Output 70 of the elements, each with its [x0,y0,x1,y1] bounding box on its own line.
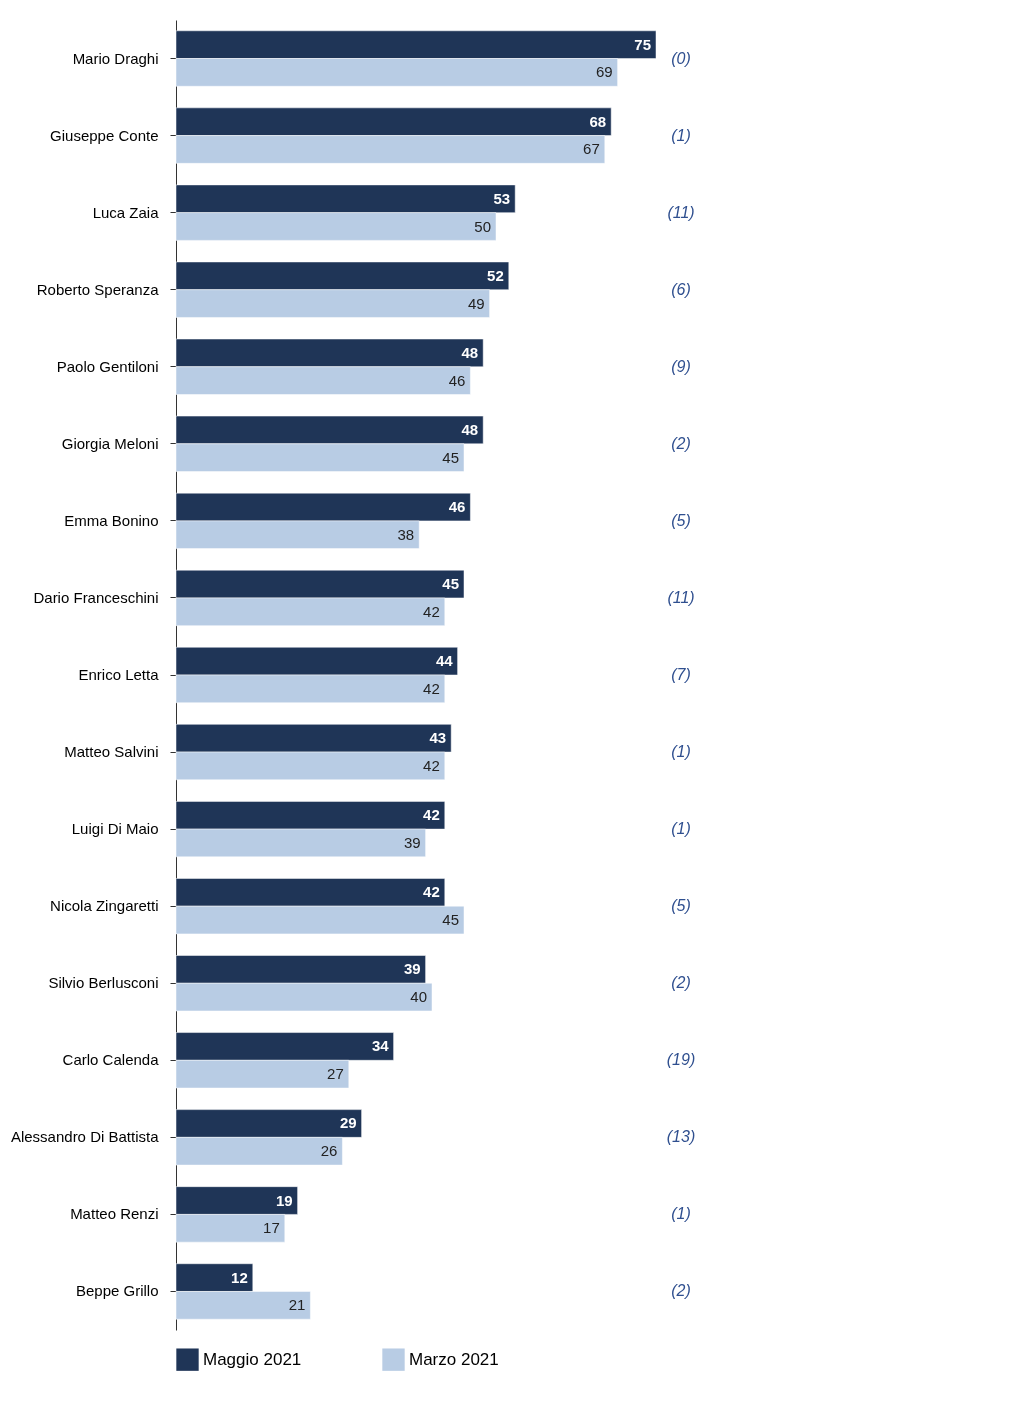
data-label: 12 [231,1268,248,1286]
data-label: 39 [403,960,421,978]
y-tick-label: Emma Bonino [64,511,159,529]
text: (11) [667,203,695,221]
data-label: 50 [474,217,491,235]
data-label: 40 [410,988,427,1006]
data-label: 45 [442,911,459,929]
data-label: 45 [442,448,459,466]
text: (1) [671,820,691,838]
text: (5) [671,897,691,915]
data-label: 69 [595,63,613,81]
data-label: 26 [320,1142,338,1160]
data-label: 68 [589,112,607,130]
data-label: 42 [423,679,440,697]
text: (6) [671,280,691,298]
y-tick-label: Luigi Di Maio [71,820,159,838]
data-label: 49 [467,294,485,312]
y-tick-label: Luca Zaia [92,203,160,221]
data-label: 48 [461,343,479,361]
legend-label: Maggio 2021 [203,1349,302,1369]
data-label: 48 [461,420,479,438]
y-tick-label: Giuseppe Conte [50,126,159,144]
text: (7) [671,666,691,683]
data-label: 44 [435,652,454,670]
data-label: 38 [397,525,415,543]
data-label: 45 [442,575,459,593]
y-tick-label: Giorgia Meloni [61,434,159,452]
data-label: 42 [423,883,440,901]
data-label: 46 [448,498,466,516]
data-label: 46 [448,371,466,389]
y-tick-label: Enrico Letta [78,666,160,683]
text: (19) [666,1051,696,1069]
data-label: 42 [423,602,440,620]
data-label: 42 [423,756,440,774]
y-tick-label: Paolo Gentiloni [56,357,159,375]
text: (9) [671,357,691,375]
text: (0) [671,49,691,67]
data-label: 19 [275,1191,293,1209]
y-tick-label: Matteo Salvini [64,743,159,761]
y-tick-label: Roberto Speranza [36,280,160,298]
y-tick-label: Silvio Berlusconi [48,974,159,992]
text: (1) [671,743,691,761]
text: (1) [671,1205,691,1223]
y-tick-label: Nicola Zingaretti [50,897,159,915]
y-tick-label: Beppe Grillo [75,1282,159,1300]
data-label: 29 [339,1114,357,1132]
text: (13) [666,1128,696,1146]
text: (5) [671,511,691,529]
data-label: 27 [327,1065,344,1083]
text: (2) [671,434,691,452]
data-label: 34 [371,1037,390,1055]
y-tick-label: Dario Franceschini [33,588,159,606]
data-label: 75 [634,35,651,53]
data-label: 42 [423,806,440,824]
y-tick-label: Mario Draghi [72,49,159,67]
data-label: 52 [487,266,504,284]
data-label: 43 [429,729,447,747]
y-tick-label: Matteo Renzi [70,1205,159,1223]
text: (2) [671,974,691,992]
text: (11) [667,588,695,606]
data-label: 21 [288,1296,306,1314]
data-label: 67 [583,140,600,158]
text: (1) [671,126,691,144]
data-label: 53 [493,189,511,207]
text: (2) [671,1282,691,1300]
y-tick-label: Carlo Calenda [62,1051,160,1069]
y-tick-label: Alessandro Di Battista [10,1128,160,1146]
data-label: 39 [403,833,421,851]
data-label: 17 [263,1219,280,1237]
legend-label: Marzo 2021 [409,1349,499,1369]
